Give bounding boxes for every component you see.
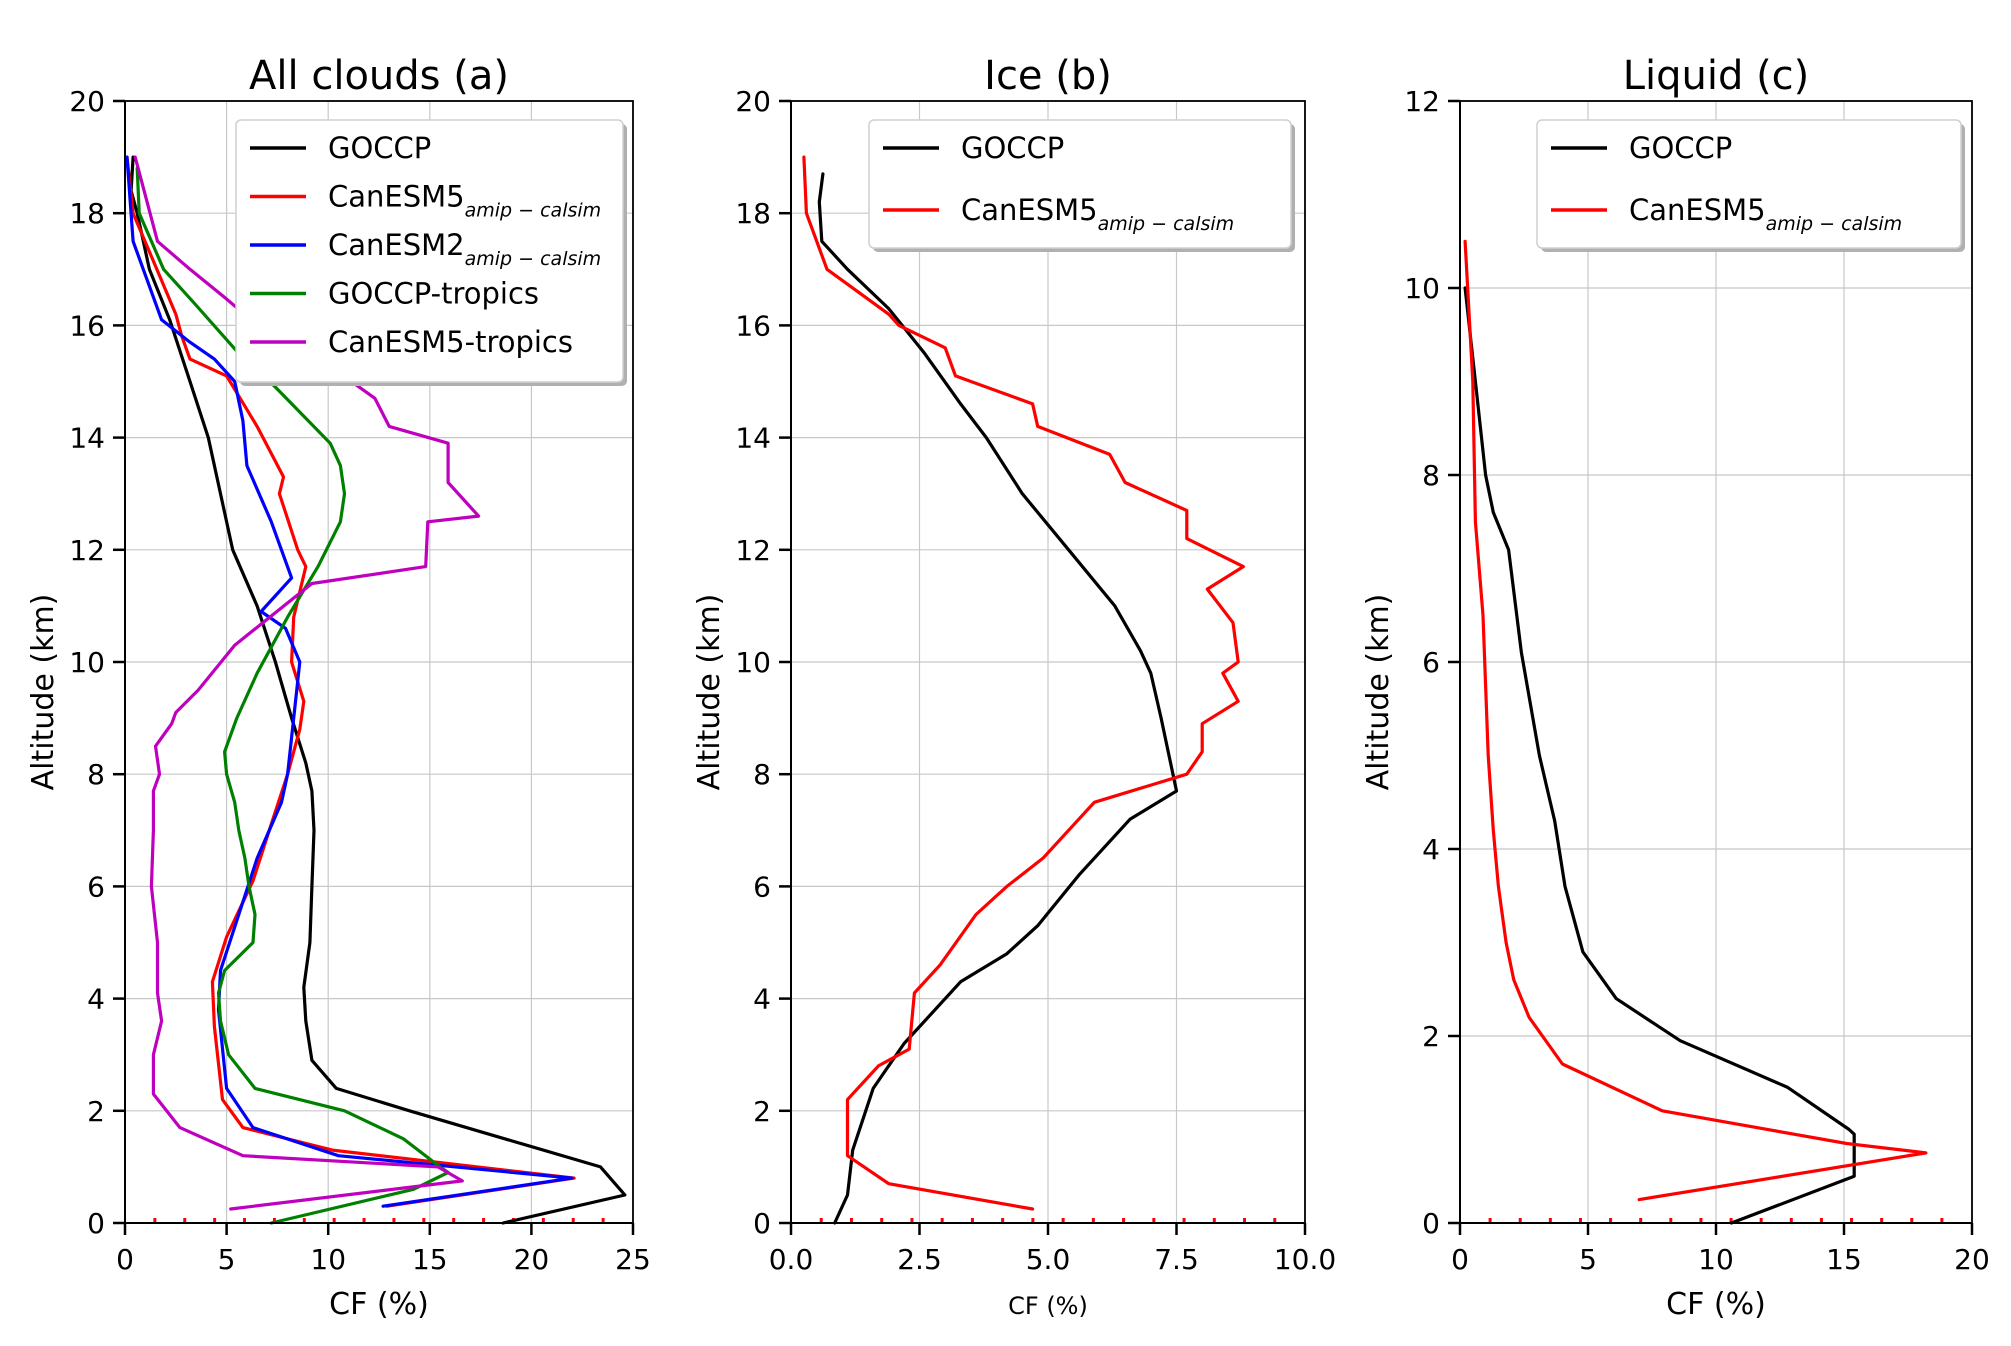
y-tick-label: 10: [1404, 272, 1440, 305]
legend-subscript: amip − calsim: [1766, 213, 1903, 235]
y-tick-label: 18: [69, 197, 105, 230]
y-tick-label: 16: [735, 309, 771, 342]
x-tick-label: 2.5: [897, 1243, 942, 1276]
legend-label-canesm2: CanESM2amip − calsim: [328, 228, 601, 270]
x-axis: 0 5 10 15 20 25: [116, 1223, 651, 1276]
panel-all-clouds: 0 5 10 15 20 25 0 2 4 6 8 10 12 14 16 18 20 CF (%) Altitud…: [26, 53, 651, 1322]
legend-box: [1536, 119, 1962, 249]
y-axis-label: Altitude (km): [26, 594, 61, 791]
y-axis: 0 2 4 6 8 10 12: [1404, 85, 1460, 1240]
x-axis: 0 5 10 15 20: [1451, 1223, 1990, 1276]
x-tick-label: 5: [1579, 1243, 1597, 1276]
y-tick-label: 20: [735, 85, 771, 118]
x-tick-label: 20: [1954, 1243, 1990, 1276]
legend-box: [868, 119, 1292, 249]
y-tick-label: 10: [69, 646, 105, 679]
legend-label-goccp: GOCCP: [328, 131, 431, 165]
series-line-canesm5: [125, 155, 576, 1208]
series-line-goccp: [817, 172, 1179, 1225]
y-tick-label: 6: [87, 870, 105, 903]
x-tick-label: 0.0: [769, 1243, 814, 1276]
x-axis: 0.0 2.5 5.0 7.5 10.0: [769, 1223, 1336, 1276]
series-line-goccp: [1463, 286, 1856, 1225]
x-tick-label: 20: [514, 1243, 550, 1276]
legend-subscript: amip − calsim: [465, 200, 602, 222]
series-line-canesm5: [1463, 239, 1928, 1202]
y-axis-label: Altitude (km): [1361, 594, 1396, 791]
y-tick-label: 20: [69, 85, 105, 118]
y-tick-label: 12: [735, 534, 771, 567]
x-tick-label: 15: [1826, 1243, 1862, 1276]
series-group: [1463, 239, 1928, 1225]
x-tick-label: 25: [615, 1243, 651, 1276]
y-tick-label: 2: [1422, 1020, 1440, 1053]
x-tick-label: 5.0: [1026, 1243, 1071, 1276]
y-axis: 0 2 4 6 8 10 12 14 16 18 20: [735, 85, 791, 1240]
legend-label-canesm5-tropics: CanESM5-tropics: [328, 325, 573, 359]
panel-liquid: 0 5 10 15 20 0 2 4 6 8 10 12 CF (%) Altitude (km) Liqu…: [1361, 53, 1990, 1322]
y-tick-label: 4: [1422, 833, 1440, 866]
x-tick-label: 10: [1698, 1243, 1734, 1276]
x-tick-label: 5: [218, 1243, 236, 1276]
y-tick-label: 2: [753, 1095, 771, 1128]
x-axis-label: CF (%): [1666, 1287, 1766, 1322]
legend-label-goccp: GOCCP: [961, 131, 1064, 165]
y-tick-label: 6: [753, 870, 771, 903]
grid: [791, 100, 1306, 1223]
series-line-goccp: [129, 155, 627, 1225]
x-tick-label: 0: [116, 1243, 134, 1276]
y-tick-label: 6: [1422, 646, 1440, 679]
y-tick-label: 8: [753, 758, 771, 791]
y-tick-label: 18: [735, 197, 771, 230]
y-tick-label: 16: [69, 309, 105, 342]
y-tick-label: 0: [1422, 1207, 1440, 1240]
panel-ice: 0.0 2.5 5.0 7.5 10.0 0 2 4 6 8 10 12 14 16 18 20 CF (%) A…: [692, 53, 1336, 1320]
legend-label-goccp-tropics: GOCCP-tropics: [328, 277, 539, 311]
series-group: [125, 155, 627, 1225]
x-tick-label: 10.0: [1274, 1243, 1336, 1276]
y-tick-label: 12: [1404, 85, 1440, 118]
y-tick-label: 0: [87, 1207, 105, 1240]
x-axis-label: CF (%): [329, 1287, 429, 1322]
x-axis-label: CF (%): [1008, 1292, 1088, 1320]
series-group: [802, 155, 1245, 1225]
y-tick-label: 2: [87, 1095, 105, 1128]
y-tick-label: 0: [753, 1207, 771, 1240]
series-line-goccp-tropics: [135, 166, 450, 1225]
legend-subscript: amip − calsim: [465, 248, 602, 270]
y-tick-label: 8: [1422, 459, 1440, 492]
legend-box: [235, 119, 624, 383]
legend-label-goccp: GOCCP: [1629, 131, 1732, 165]
y-tick-label: 14: [735, 422, 771, 455]
x-tick-label: 0: [1451, 1243, 1469, 1276]
x-tick-label: 10: [310, 1243, 346, 1276]
y-axis-label: Altitude (km): [692, 594, 727, 791]
y-tick-label: 12: [69, 534, 105, 567]
x-tick-label: 15: [412, 1243, 448, 1276]
grid: [1460, 100, 1973, 1223]
y-tick-label: 4: [87, 983, 105, 1016]
y-tick-label: 10: [735, 646, 771, 679]
panel-title: Liquid (c): [1623, 53, 1810, 99]
y-tick-label: 4: [753, 983, 771, 1016]
series-line-canesm2: [125, 155, 574, 1208]
panel-title: Ice (b): [984, 53, 1112, 99]
legend-subscript: amip − calsim: [1098, 213, 1235, 235]
series-line-canesm5: [802, 155, 1245, 1211]
y-axis: 0 2 4 6 8 10 12 14 16 18 20: [69, 85, 125, 1240]
y-tick-label: 8: [87, 758, 105, 791]
x-tick-label: 7.5: [1154, 1243, 1199, 1276]
y-tick-label: 14: [69, 422, 105, 455]
panel-title: All clouds (a): [249, 53, 509, 99]
